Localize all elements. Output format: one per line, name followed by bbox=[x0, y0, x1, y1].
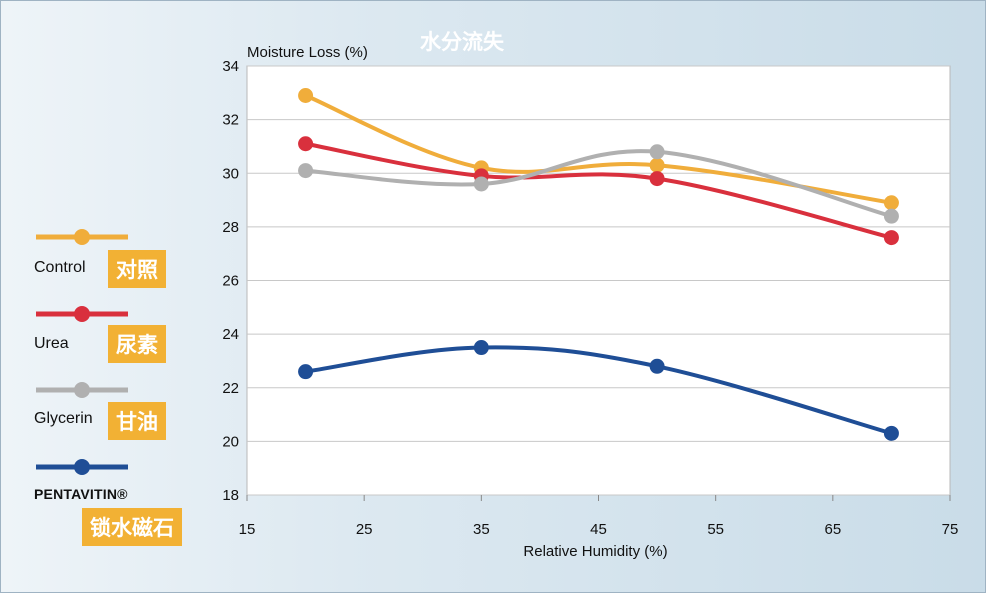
y-tick-label: 28 bbox=[222, 219, 239, 236]
legend-badge-glycerin: 甘油 bbox=[108, 402, 166, 440]
data-point bbox=[883, 425, 899, 441]
legend-badge-control: 对照 bbox=[108, 250, 166, 288]
x-tick-label: 35 bbox=[473, 521, 490, 538]
legend-swatch-urea bbox=[36, 306, 128, 322]
x-axis-label: Relative Humidity (%) bbox=[523, 543, 667, 560]
x-tick-label: 45 bbox=[590, 521, 607, 538]
x-tick-label: 25 bbox=[356, 521, 373, 538]
series-line-3 bbox=[303, 345, 894, 436]
legend-label-urea: Urea bbox=[34, 335, 69, 352]
y-axis-ticks: 18 20 22 24 26 28 30 32 34 bbox=[222, 58, 239, 504]
data-point bbox=[298, 163, 314, 179]
data-point bbox=[649, 144, 665, 160]
legend-badge-pentavitin: 锁水磁石 bbox=[82, 508, 182, 546]
legend-badge-urea: 尿素 bbox=[108, 325, 166, 363]
y-tick-label: 24 bbox=[222, 326, 239, 343]
y-tick-label: 34 bbox=[222, 58, 239, 75]
series-line-2 bbox=[303, 149, 894, 219]
y-tick-label: 30 bbox=[222, 165, 239, 182]
data-point bbox=[649, 358, 665, 374]
data-point bbox=[883, 195, 899, 211]
legend-label-control: Control bbox=[34, 259, 86, 276]
y-tick-label: 22 bbox=[222, 380, 239, 397]
data-point bbox=[649, 157, 665, 173]
data-point bbox=[883, 230, 899, 246]
series-group bbox=[298, 87, 899, 441]
chart-title: 水分流失 bbox=[420, 30, 504, 54]
y-tick-label: 20 bbox=[222, 433, 239, 450]
y-tick-label: 18 bbox=[222, 487, 239, 504]
data-point bbox=[298, 87, 314, 103]
legend-label-glycerin: Glycerin bbox=[34, 410, 93, 427]
data-point bbox=[473, 340, 489, 356]
x-tick-label: 75 bbox=[942, 521, 959, 538]
data-point bbox=[298, 364, 314, 380]
legend-swatch-glycerin bbox=[36, 382, 128, 398]
y-tick-label: 32 bbox=[222, 112, 239, 129]
x-axis-ticks: 15 25 35 45 55 65 75 bbox=[239, 495, 959, 538]
legend-swatch-control bbox=[36, 229, 128, 245]
y-axis-label: Moisture Loss (%) bbox=[247, 44, 368, 61]
legend-swatch-pentavitin bbox=[36, 459, 128, 475]
series-line-1 bbox=[303, 141, 894, 240]
data-point bbox=[473, 176, 489, 192]
x-tick-label: 55 bbox=[707, 521, 724, 538]
data-point bbox=[298, 136, 314, 152]
legend-label-pentavitin: PENTAVITIN® bbox=[34, 486, 128, 502]
x-tick-label: 65 bbox=[824, 521, 841, 538]
data-point bbox=[649, 171, 665, 187]
x-tick-label: 15 bbox=[239, 521, 256, 538]
y-tick-label: 26 bbox=[222, 273, 239, 290]
data-point bbox=[883, 208, 899, 224]
